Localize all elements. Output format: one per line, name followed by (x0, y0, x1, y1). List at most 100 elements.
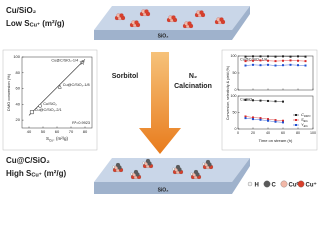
x-tick-label: 80 (83, 129, 88, 134)
y-tick-label: 80 (16, 70, 21, 75)
surface-label-sub: Cu⁺ (31, 172, 41, 179)
surface-label-sub: Cu⁺ (30, 22, 40, 29)
data-point (252, 63, 254, 66)
point-label: Cu/SiO₂ (43, 102, 57, 106)
data-point (274, 100, 277, 103)
data-point (274, 55, 277, 58)
panel-title: Cu/SiO₂ (240, 98, 254, 102)
data-point (244, 98, 247, 101)
legend-name: S (301, 117, 304, 122)
y-axis-label: Conversion, selectivity & yield (%) (226, 66, 230, 120)
data-point (282, 64, 284, 67)
atom (133, 169, 139, 175)
data-point (289, 63, 292, 66)
data-point (274, 64, 277, 67)
legend-marker (295, 114, 297, 116)
x-axis-label: SCu⁺ (m²/g) (46, 136, 68, 142)
catalyst-label: Cu/SiO₂ (6, 6, 37, 15)
data-point (267, 99, 269, 102)
legend-label: CDMO (301, 112, 311, 118)
series-line (245, 117, 284, 123)
panel-title: Cu@C/SiO₂-1/4 (240, 58, 267, 62)
atom (145, 158, 151, 164)
x-axis-label-unit: (m²/g) (55, 136, 69, 141)
data-point (244, 115, 247, 118)
atom (172, 167, 175, 171)
surface-label: Low SCu⁺ (m²/g) (6, 19, 65, 29)
atom (202, 162, 205, 166)
atom-legend-label: Cu⁺ (306, 182, 317, 189)
legend-marker (295, 124, 297, 126)
atom-legend-marker (297, 180, 305, 188)
data-point (289, 55, 292, 58)
atom (205, 159, 211, 165)
legend-label: YEG (301, 122, 309, 128)
series-line (245, 99, 284, 102)
data-point (259, 64, 262, 67)
data-point (252, 118, 254, 121)
data-point (282, 55, 284, 58)
data-point (259, 55, 262, 58)
point-label: Cu@C/SiO₂-1/4 (51, 59, 78, 63)
y-tick-label: 50 (233, 110, 237, 114)
y-tick-label: 60 (16, 86, 21, 91)
y-tick-label: 100 (231, 94, 237, 98)
legend-name: C (301, 112, 304, 117)
copper-atom (171, 15, 176, 20)
data-point (297, 55, 299, 58)
x-tick-label: 20 (251, 131, 255, 135)
surface-label-main: Low S (6, 19, 30, 28)
atom (190, 172, 193, 176)
legend-marker (295, 119, 297, 121)
atom (115, 162, 121, 168)
data-point (38, 104, 43, 108)
atom (130, 172, 133, 176)
data-point (267, 59, 269, 62)
surface-label: High SCu⁺ (m²/g) (6, 169, 67, 179)
data-point (252, 99, 254, 102)
fit-line (28, 59, 86, 116)
copper-atom (134, 20, 139, 25)
data-point (252, 59, 254, 62)
x-tick-label: 60 (281, 131, 285, 135)
legend-name: Y (301, 122, 304, 127)
step-label: Calcination (174, 83, 212, 90)
copper-atom (187, 21, 192, 26)
x-axis-label-sub: Cu⁺ (49, 138, 55, 142)
data-point (244, 60, 247, 63)
x-tick-label: 0 (237, 131, 239, 135)
reagent-label: Sorbitol (112, 73, 138, 80)
x-tick-label: 80 (296, 131, 300, 135)
support-label: SiO₂ (158, 33, 169, 39)
annotation: R²=0.9923 (72, 121, 90, 125)
atom-legend-label: C (272, 183, 277, 189)
point-label: Cu@C/SiO₂-2/1 (35, 108, 62, 112)
data-point (304, 64, 307, 67)
data-point (297, 64, 299, 67)
y-tick-label: 50 (233, 71, 237, 75)
x-tick-label: 50 (41, 129, 46, 134)
series-line (245, 116, 284, 121)
data-point (282, 59, 284, 62)
y-tick-label: 20 (16, 117, 21, 122)
x-tick-label: 40 (27, 129, 32, 134)
x-axis-label-main: S (46, 136, 49, 141)
data-point (267, 63, 269, 66)
y-tick-label: 0 (235, 127, 237, 131)
chart-frame (2, 49, 98, 151)
legend-label: SEG (301, 117, 309, 123)
support-label: SiO₂ (158, 187, 169, 193)
data-point (282, 119, 284, 122)
data-point (282, 100, 284, 103)
atom-legend-label: H (255, 183, 259, 189)
data-point (259, 99, 262, 102)
surface-label-main: High S (6, 169, 32, 178)
atom (112, 165, 115, 169)
y-tick-label: 40 (16, 101, 21, 106)
data-point (244, 117, 247, 120)
legend-sub: DMO (304, 114, 311, 118)
legend-sub: EG (304, 124, 309, 128)
copper-atom (199, 10, 204, 15)
data-point (274, 119, 277, 122)
atom (142, 161, 145, 165)
